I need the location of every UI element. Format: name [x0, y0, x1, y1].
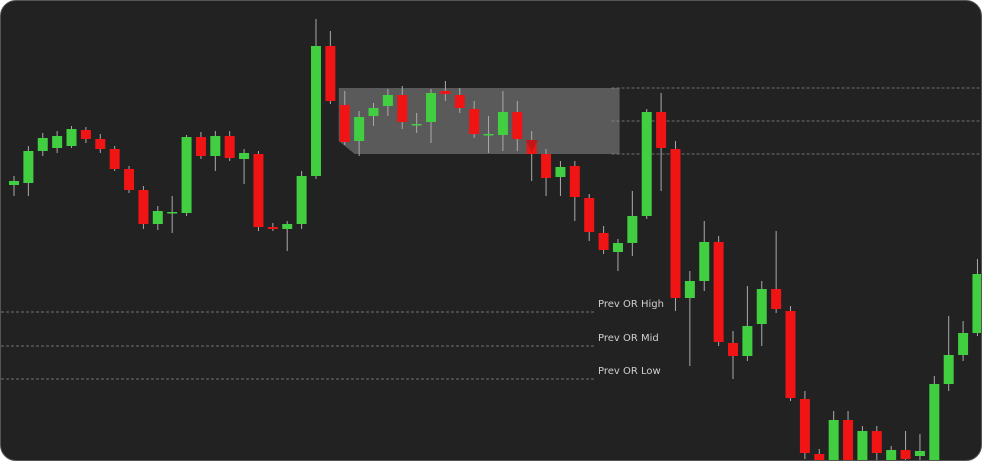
candle-body	[411, 124, 422, 126]
candle-body	[354, 117, 365, 141]
candle-body	[253, 154, 264, 227]
level-label: Prev OR Mid	[598, 333, 659, 344]
candle-body	[52, 136, 63, 148]
candle-body	[310, 46, 321, 176]
candle-body	[612, 243, 623, 252]
candle-body	[23, 151, 34, 183]
candle-body	[929, 384, 940, 460]
candle-body	[569, 166, 580, 197]
candle-body	[670, 149, 681, 298]
candle-body	[972, 274, 981, 333]
candle-body	[325, 46, 336, 101]
candle-body	[814, 454, 825, 460]
candle-body	[66, 129, 77, 146]
candle-body	[684, 281, 695, 298]
candle-body	[641, 112, 652, 216]
candle-body	[210, 136, 221, 156]
candle-body	[37, 138, 48, 151]
candle-body	[914, 451, 925, 456]
candle-body	[713, 242, 724, 342]
candle-body	[426, 93, 437, 122]
candle-body	[958, 333, 969, 355]
candle-body	[799, 399, 810, 453]
candle-body	[627, 216, 638, 243]
candle-body	[282, 224, 293, 229]
candle-body	[497, 112, 508, 135]
candle-body	[440, 91, 451, 94]
candle-body	[382, 95, 393, 106]
candle-body	[167, 212, 178, 214]
candle-body	[656, 112, 667, 148]
candle-body	[728, 343, 738, 356]
candle-body	[598, 233, 609, 250]
candle-body	[943, 355, 954, 384]
candle-body	[80, 130, 91, 139]
candle-body	[239, 153, 250, 159]
signal-marker	[525, 140, 538, 152]
candle-body	[483, 134, 494, 136]
candle-body	[95, 139, 106, 149]
candle-body	[512, 112, 523, 139]
candle-body	[267, 227, 278, 229]
candle-body	[756, 289, 767, 324]
candle-body	[138, 190, 149, 224]
candle-body	[857, 431, 868, 460]
candle-body	[454, 95, 465, 108]
candle-body	[109, 149, 120, 169]
candle-body	[224, 136, 235, 158]
candle-body	[541, 154, 552, 178]
level-label: Prev OR Low	[598, 366, 661, 377]
candle-body	[900, 450, 911, 459]
candle-body	[699, 242, 710, 281]
candle-body	[469, 109, 480, 134]
candle-body	[152, 211, 163, 224]
candle-body	[181, 137, 192, 213]
candle-body	[397, 95, 408, 122]
candle-body	[368, 108, 379, 116]
candle-body	[124, 169, 135, 190]
candle-body	[584, 198, 595, 232]
candle-body	[886, 450, 897, 460]
candle-body	[555, 167, 566, 177]
candle-body	[339, 105, 350, 142]
level-label: Prev OR High	[598, 299, 664, 310]
candle-body	[195, 137, 206, 156]
candle-body	[9, 181, 19, 185]
candle-body	[785, 311, 796, 398]
candle-body	[742, 326, 753, 356]
candle-body	[843, 420, 854, 460]
candle-body	[828, 420, 839, 460]
candle-body	[296, 176, 307, 224]
candle-body	[871, 431, 882, 453]
candle-body	[771, 289, 782, 309]
